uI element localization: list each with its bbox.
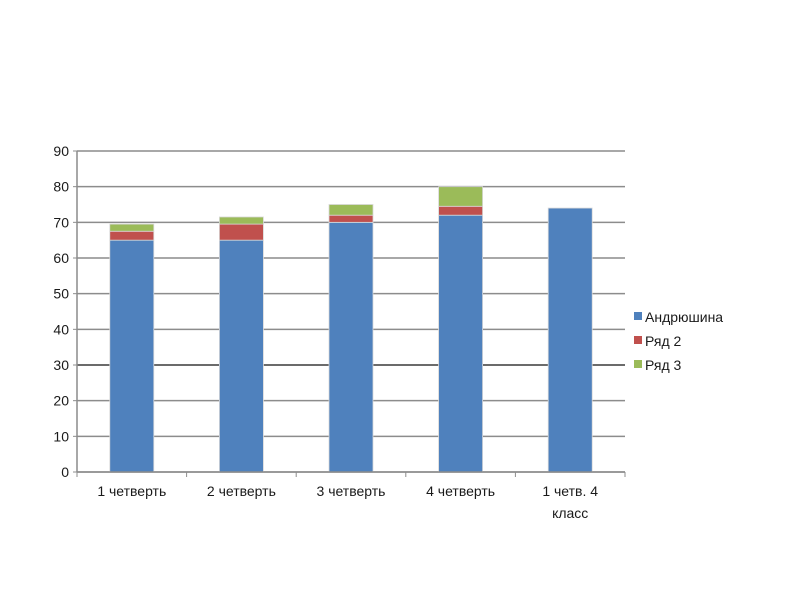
y-tick-label: 30 [53, 357, 69, 373]
bar-segment [438, 214, 484, 473]
bar-segment [328, 221, 374, 473]
y-tick-label: 90 [53, 143, 69, 159]
bar-segment [438, 186, 484, 207]
x-tick-label: 3 четверть [317, 483, 386, 499]
bar-segment [328, 204, 374, 216]
x-tick-label: 4 четверть [426, 483, 495, 499]
legend-label: Ряд 3 [645, 357, 682, 373]
y-tick-label: 40 [53, 321, 69, 337]
x-tick-label: класс [552, 505, 588, 521]
axes: 0 10 20 30 40 50 60 70 80 90 1 четверть 2 четверть 3… [53, 143, 626, 521]
legend: Андрюшина Ряд 2 Ряд 3 [634, 309, 723, 373]
legend-label: Ряд 2 [645, 333, 682, 349]
bar-segment [109, 239, 155, 473]
y-tick-label: 20 [53, 393, 69, 409]
bar-segment [328, 214, 374, 223]
bar-segment [218, 239, 264, 473]
y-tick-label: 50 [53, 286, 69, 302]
y-tick-label: 80 [53, 179, 69, 195]
bar-segment [218, 216, 264, 225]
y-tick-label: 70 [53, 214, 69, 230]
x-tick-label: 1 четверть [97, 483, 166, 499]
bar-segment [109, 230, 155, 241]
legend-swatch [634, 336, 642, 344]
bar-segment [218, 223, 264, 241]
bar-segment [547, 207, 593, 473]
legend-label: Андрюшина [645, 309, 723, 325]
x-tick-label: 1 четв. 4 [542, 483, 598, 499]
bar-segment [109, 223, 155, 232]
y-tick-label: 10 [53, 428, 69, 444]
bars [109, 186, 593, 473]
y-tick-label: 0 [61, 464, 69, 480]
y-tick-label: 60 [53, 250, 69, 266]
legend-swatch [634, 312, 642, 320]
bar-segment [438, 205, 484, 216]
legend-swatch [634, 360, 642, 368]
x-tick-label: 2 четверть [207, 483, 276, 499]
